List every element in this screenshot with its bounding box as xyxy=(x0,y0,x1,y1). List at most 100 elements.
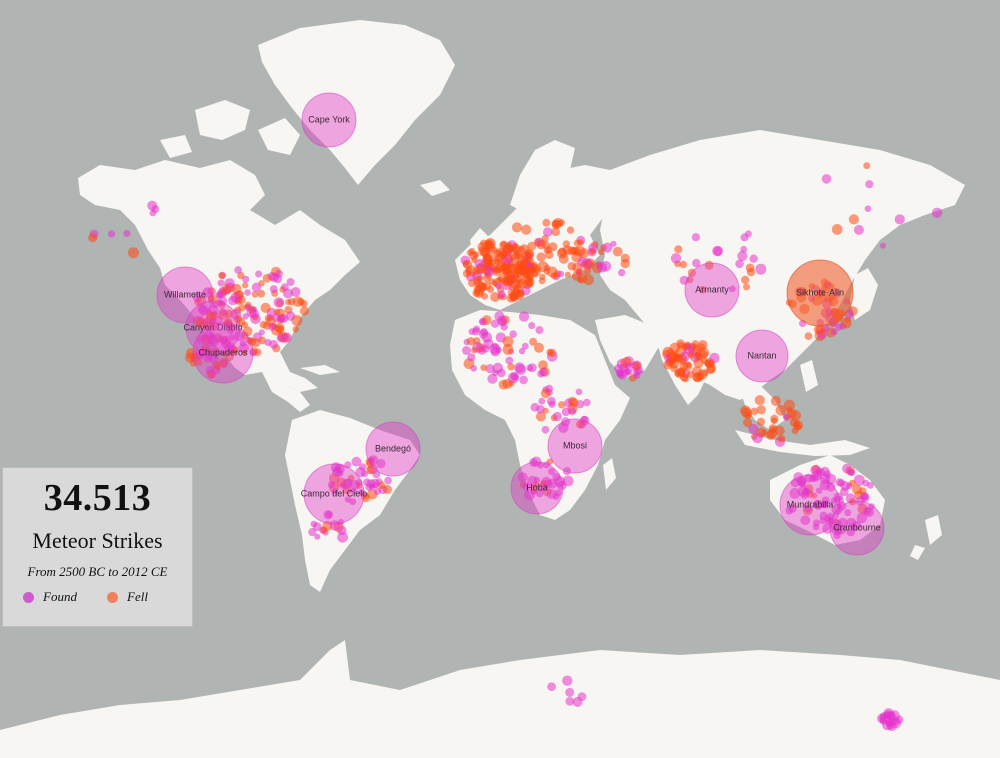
meteorite-circle xyxy=(684,262,740,318)
strike-dot xyxy=(567,261,577,271)
strike-dot xyxy=(551,219,560,229)
strike-dot xyxy=(462,346,471,355)
strike-dot xyxy=(830,519,842,531)
meteorite-label: Campo del Cielo xyxy=(301,488,368,498)
strike-dot xyxy=(197,318,206,327)
strike-dot xyxy=(351,456,362,467)
strike-dot xyxy=(797,476,807,486)
strike-dot xyxy=(741,275,750,284)
strike-dot xyxy=(575,419,585,429)
strike-dot xyxy=(518,347,526,355)
strike-dot xyxy=(232,346,239,353)
strike-dot xyxy=(282,332,292,343)
strike-dot xyxy=(230,292,242,303)
meteorite-circle xyxy=(192,322,254,384)
strike-dot xyxy=(558,422,569,433)
strike-dot xyxy=(492,369,499,377)
strike-dot xyxy=(688,352,695,359)
fell-swatch-icon xyxy=(107,591,118,603)
strike-dot xyxy=(557,270,565,278)
strike-dot xyxy=(548,467,556,476)
strike-dot xyxy=(620,253,630,263)
strike-dot xyxy=(299,306,309,316)
strike-dot xyxy=(466,249,474,256)
strike-dot xyxy=(513,289,525,301)
large-meteorite-campo-del-cielo: Campo del Cielo xyxy=(301,463,368,525)
strike-dot xyxy=(520,257,528,265)
strike-dot xyxy=(539,479,547,487)
strike-dots xyxy=(88,162,943,732)
land-scandinavia xyxy=(510,140,575,215)
strike-dot xyxy=(503,269,514,280)
strike-dot xyxy=(546,489,557,500)
strike-dot xyxy=(602,242,613,253)
strike-dot xyxy=(221,338,228,345)
legend-item-fell: Fell xyxy=(107,589,148,605)
strike-dot xyxy=(498,379,509,390)
strike-dot xyxy=(612,246,623,257)
strike-dot xyxy=(349,498,357,506)
strike-dot xyxy=(538,360,548,370)
strike-dot xyxy=(744,411,752,419)
strike-dot xyxy=(205,346,212,353)
land-iceland xyxy=(420,180,450,196)
strike-dot xyxy=(558,247,567,256)
strike-dot xyxy=(290,287,301,297)
strike-dot xyxy=(337,531,348,543)
meteorite-label: Canyon Diablo xyxy=(183,322,242,332)
strike-dot xyxy=(196,336,204,343)
strike-dot xyxy=(562,240,571,248)
strike-dot xyxy=(526,262,533,269)
strike-dot xyxy=(530,488,537,496)
strike-dot xyxy=(525,271,534,281)
strike-dot xyxy=(521,342,529,350)
strike-dot xyxy=(565,696,575,706)
strike-dot xyxy=(329,520,340,531)
strike-dot xyxy=(350,487,357,495)
strike-dot xyxy=(274,269,283,278)
strike-dot xyxy=(562,475,574,487)
strike-dot xyxy=(840,481,850,491)
strike-dot xyxy=(543,227,553,237)
strike-dot xyxy=(569,398,579,408)
strike-dot xyxy=(542,218,551,227)
strike-dot xyxy=(478,329,489,339)
strike-dot xyxy=(245,304,253,312)
strike-dot xyxy=(536,239,546,250)
strike-dot xyxy=(251,290,259,298)
land-madagascar xyxy=(603,458,616,490)
strike-dot xyxy=(511,222,523,233)
strike-dot xyxy=(222,350,229,358)
strike-dot xyxy=(192,293,203,303)
strike-dot xyxy=(754,395,765,406)
large-meteorite-cape-york: Cape York xyxy=(301,92,357,148)
strike-dot xyxy=(539,273,546,281)
meteorite-circle xyxy=(365,421,421,477)
strike-dot xyxy=(497,290,506,299)
strike-dot xyxy=(880,242,886,249)
strike-dot xyxy=(502,336,514,347)
strike-dot xyxy=(849,498,857,506)
strike-dot xyxy=(847,468,855,476)
strike-dot xyxy=(511,374,519,381)
strike-dot xyxy=(793,420,801,428)
strike-dot xyxy=(698,285,707,294)
strike-dot xyxy=(273,297,284,308)
strike-dot xyxy=(262,273,272,283)
strike-dot xyxy=(833,492,843,502)
strike-dot xyxy=(273,308,281,316)
strike-dot xyxy=(797,486,809,497)
strike-dot xyxy=(743,283,750,291)
strike-dot xyxy=(521,224,532,235)
strike-dot xyxy=(535,489,544,498)
strike-dot xyxy=(800,515,811,526)
strike-dot xyxy=(701,369,709,377)
strike-dot xyxy=(547,478,558,489)
legend-subtitle: From 2500 BC to 2012 CE xyxy=(27,564,168,579)
strike-dot xyxy=(558,401,566,409)
strike-dot xyxy=(259,320,268,329)
strike-dot xyxy=(735,259,744,269)
strike-dot xyxy=(692,258,701,268)
strike-dot xyxy=(589,248,596,255)
strike-dot xyxy=(579,248,590,258)
